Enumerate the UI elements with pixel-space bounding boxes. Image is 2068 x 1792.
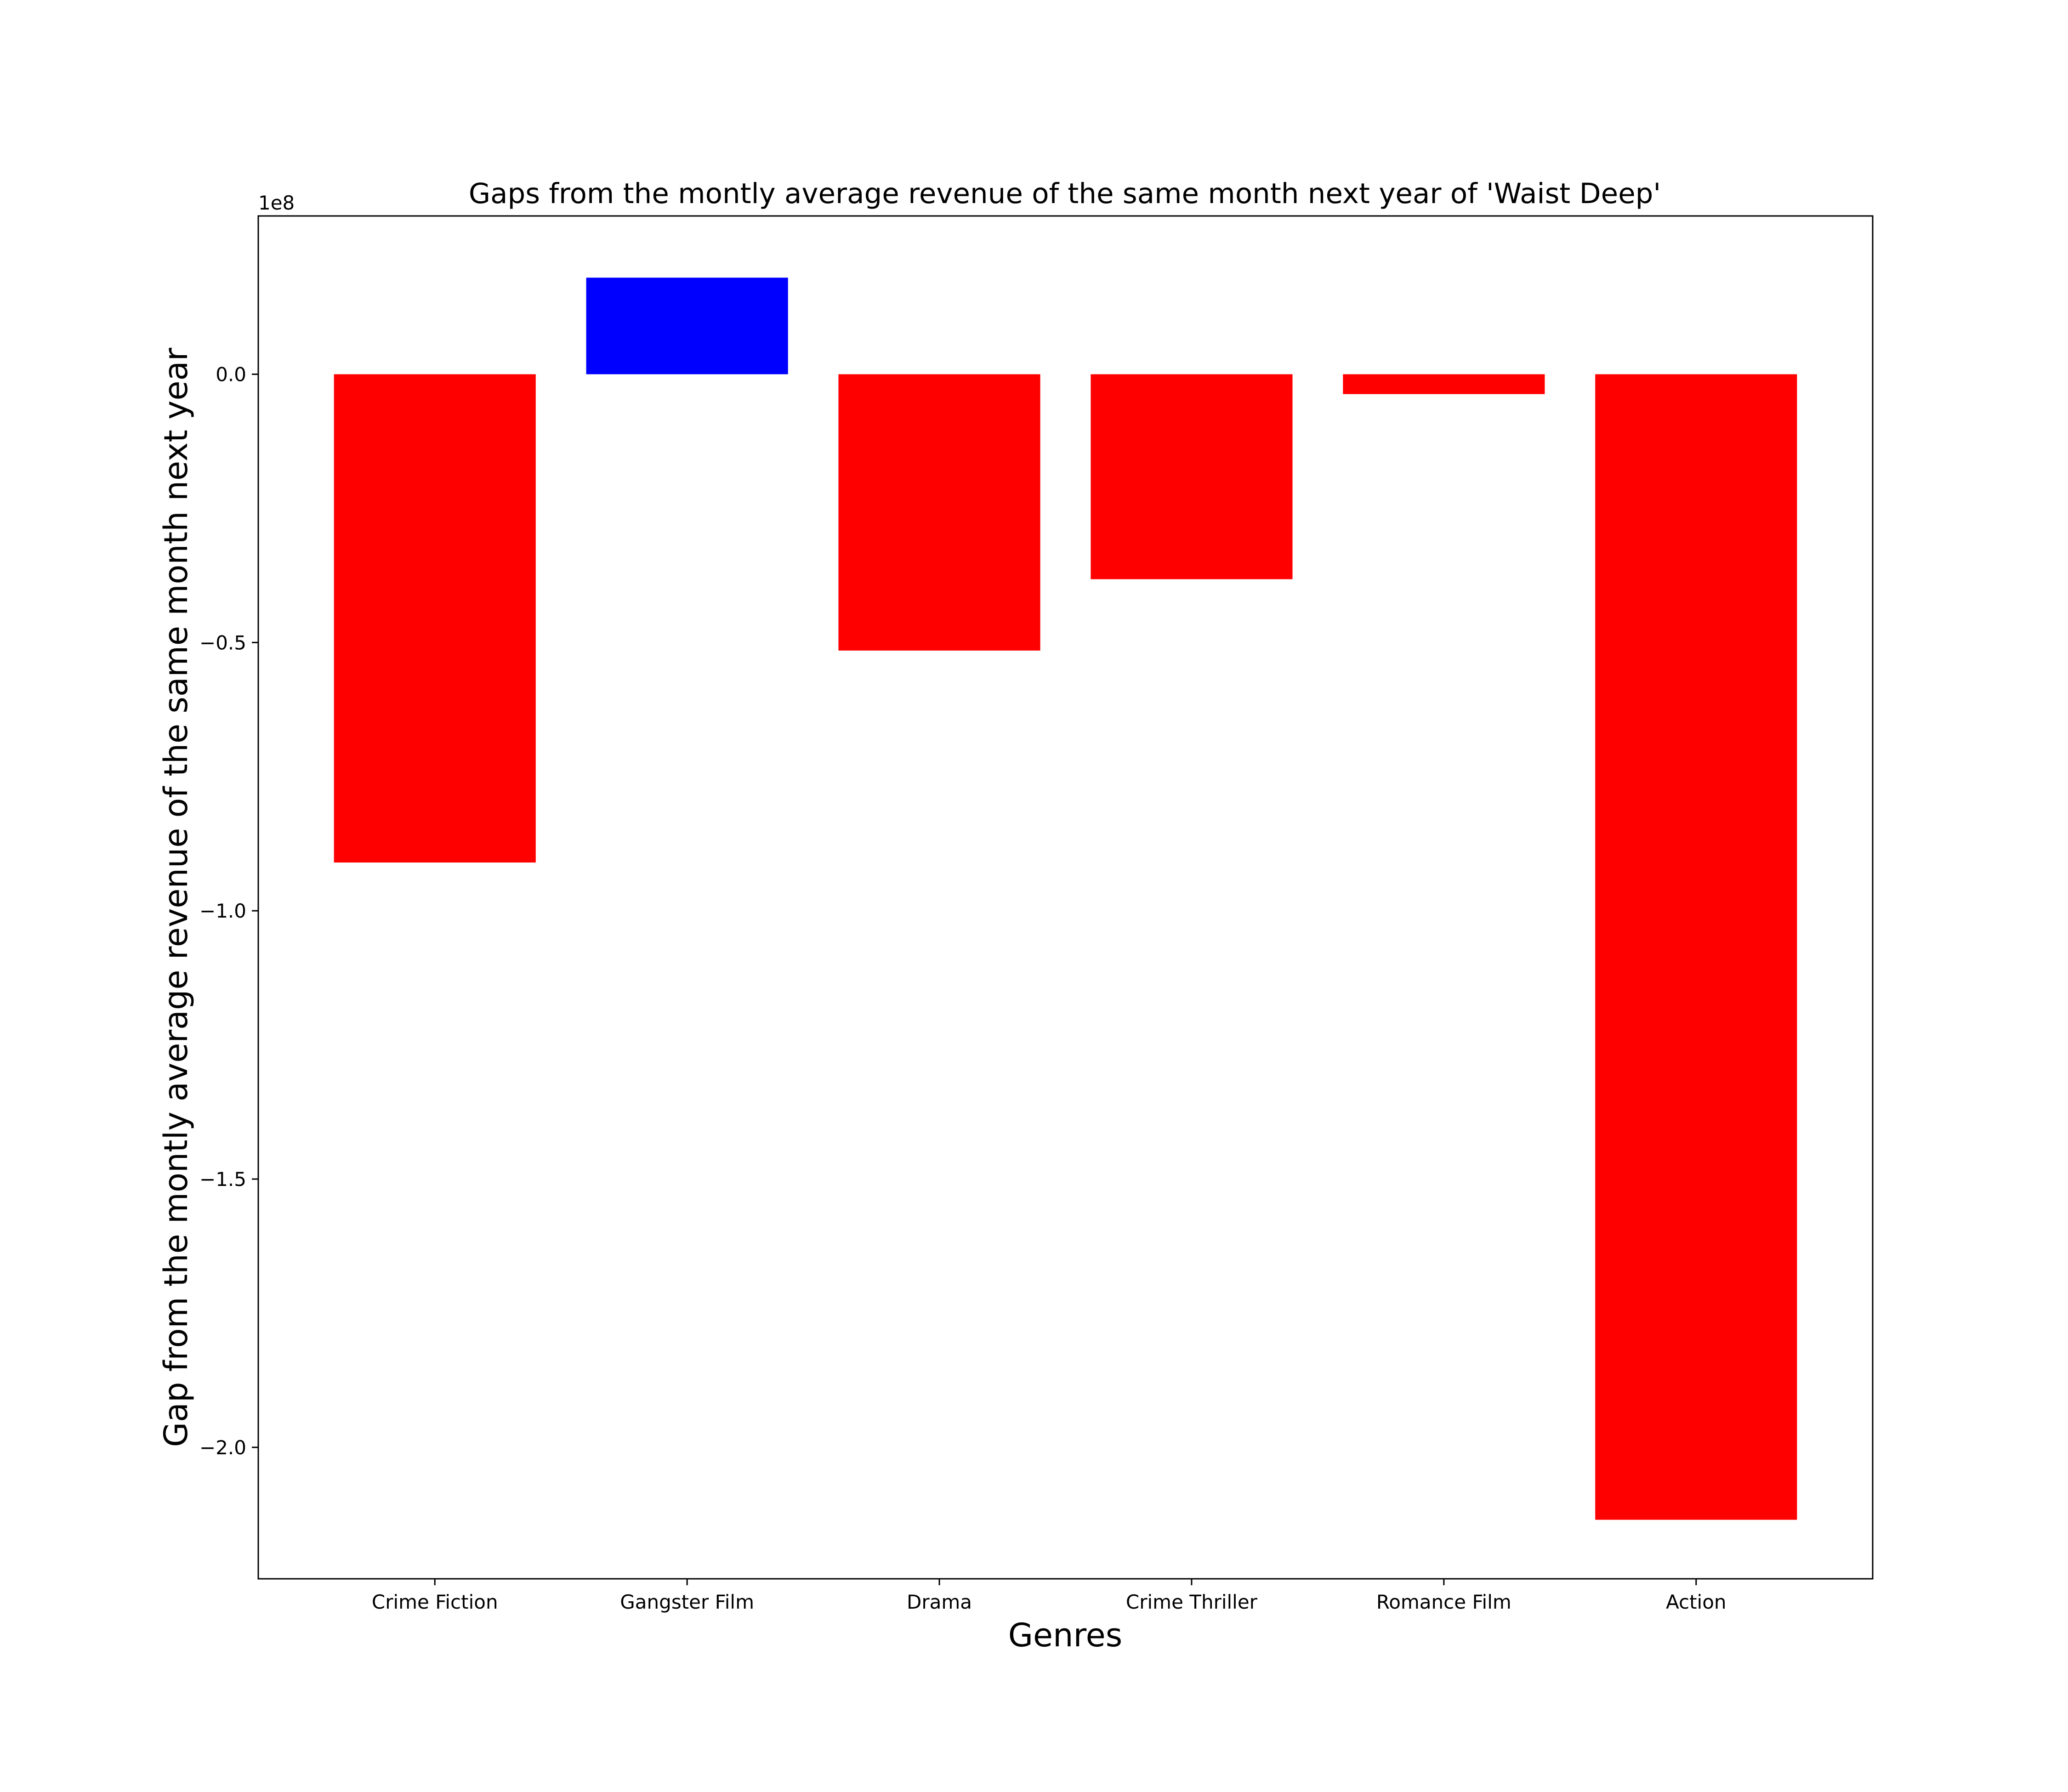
x-tick-label: Crime Thriller xyxy=(1126,1591,1258,1613)
x-axis-ticks: Crime Fiction Gangster Film Drama Crime Thr… xyxy=(372,1579,1727,1613)
x-tick-label: Crime Fiction xyxy=(372,1591,498,1613)
y-axis-ticks: 0.0 −0.5 −1.0 −1.5 −2.0 xyxy=(199,363,258,1459)
y-tick-label: −1.5 xyxy=(199,1168,246,1191)
y-tick-label: −2.0 xyxy=(199,1436,246,1459)
bar-crime-thriller xyxy=(1091,374,1293,579)
y-tick-label: 0.0 xyxy=(216,363,246,386)
x-tick-label: Action xyxy=(1666,1591,1727,1613)
bars-layer xyxy=(334,278,1797,1520)
y-tick-label: −0.5 xyxy=(199,631,246,654)
x-tick-label: Gangster Film xyxy=(620,1591,754,1613)
x-axis-label: Genres xyxy=(1008,1616,1122,1654)
y-axis-label: Gap from the montly average revenue of t… xyxy=(157,348,195,1447)
bar-crime-fiction xyxy=(334,374,536,863)
chart-title: Gaps from the montly average revenue of … xyxy=(469,177,1661,210)
bar-action xyxy=(1595,374,1797,1520)
bar-drama xyxy=(838,374,1040,651)
plot-frame xyxy=(257,215,1874,1580)
y-tick-label: −1.0 xyxy=(199,900,246,922)
bar-gangster-film xyxy=(586,278,788,374)
x-tick-label: Romance Film xyxy=(1376,1591,1511,1613)
bar-romance-film xyxy=(1343,374,1545,394)
x-tick-label: Drama xyxy=(907,1591,972,1613)
y-axis-offset-label: 1e8 xyxy=(258,192,295,214)
